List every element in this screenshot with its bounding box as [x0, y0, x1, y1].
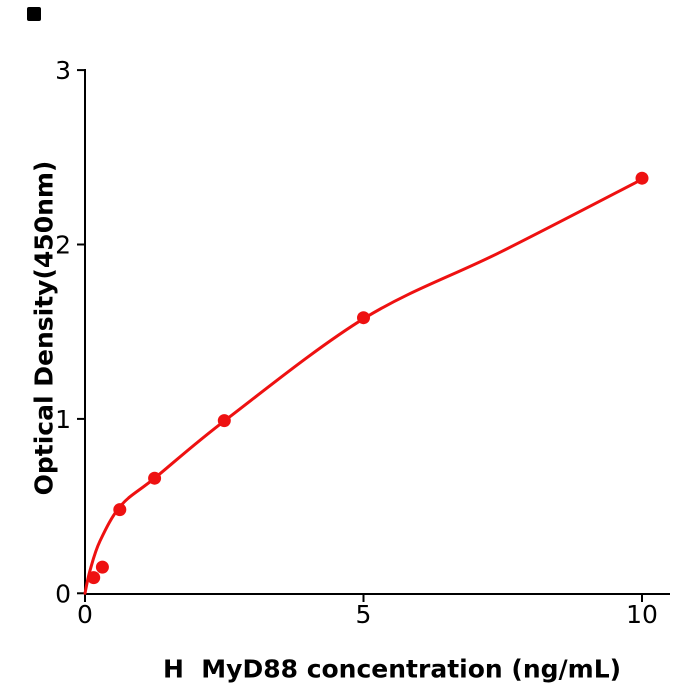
data-point: [148, 471, 162, 485]
corner-marker: [27, 7, 41, 21]
data-point: [87, 571, 101, 585]
data-point: [95, 560, 109, 574]
fit-curve-group: [83, 177, 644, 595]
x-axis-ticks: 0 5 10: [77, 595, 658, 629]
y-tick-label: 1: [55, 405, 71, 434]
data-point: [113, 503, 127, 517]
y-axis-title: Optical Density(450nm): [29, 160, 59, 496]
data-point: [357, 311, 370, 325]
data-point: [635, 171, 649, 185]
x-axis-title: H MyD88 concentration (ng/mL): [162, 654, 622, 684]
y-axis-ticks: 0 1 2 3: [55, 56, 84, 608]
y-tick-label: 2: [55, 231, 71, 260]
fit-curve: [83, 177, 644, 595]
x-tick-label: 10: [626, 600, 658, 629]
data-points-group: [87, 171, 649, 585]
x-tick-label: 5: [356, 600, 372, 629]
y-tick-label: 0: [55, 579, 71, 608]
y-tick-label: 3: [55, 56, 71, 85]
data-point: [217, 414, 231, 428]
x-tick-label: 0: [77, 600, 93, 629]
